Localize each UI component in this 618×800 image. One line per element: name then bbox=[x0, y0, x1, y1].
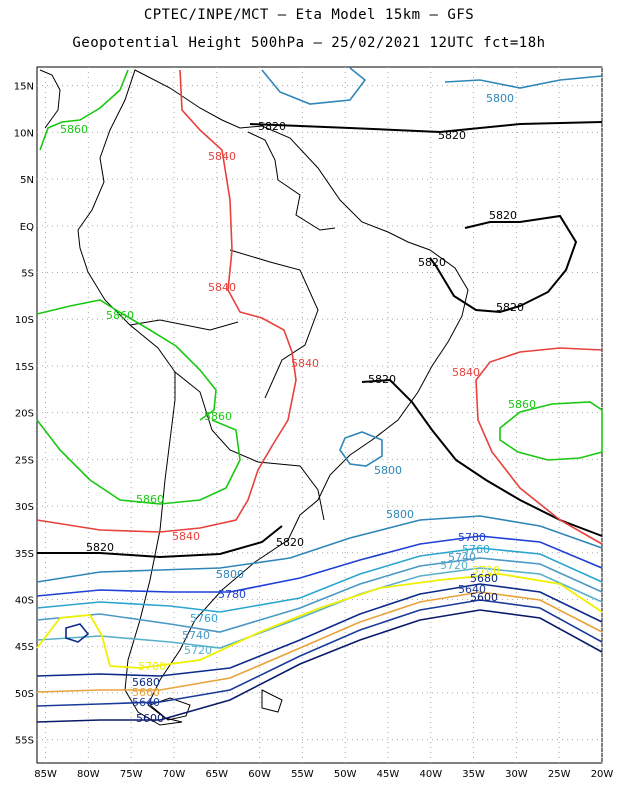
contour-label: 5760 bbox=[462, 543, 490, 556]
contour-label: 5780 bbox=[218, 588, 246, 601]
contour-label: 5840 bbox=[291, 357, 319, 370]
contour-label: 5680 bbox=[470, 572, 498, 585]
contour-label: 5840 bbox=[172, 530, 200, 543]
contour-5680 bbox=[36, 583, 603, 677]
lon-tick-label: 35W bbox=[462, 769, 485, 780]
contour-label: 5800 bbox=[216, 568, 244, 581]
contour-label: 5840 bbox=[208, 281, 236, 294]
contour-label: 5800 bbox=[374, 464, 402, 477]
contour-label: 5740 bbox=[448, 551, 476, 564]
lon-tick-label: 80W bbox=[77, 769, 100, 780]
contour-label: 5820 bbox=[86, 541, 114, 554]
lon-tick-label: 85W bbox=[34, 769, 57, 780]
lat-tick-label: 30S bbox=[15, 502, 34, 513]
map-title: CPTEC/INPE/MCT – Eta Model 15km – GFS bbox=[143, 7, 475, 23]
coastlines bbox=[39, 69, 469, 726]
lat-tick-label: 20S bbox=[15, 409, 34, 420]
contour-label: 5600 bbox=[470, 591, 498, 604]
contour-label: 5740 bbox=[182, 629, 210, 642]
lon-tick-label: 40W bbox=[419, 769, 442, 780]
contour-5800 bbox=[36, 67, 603, 583]
lon-tick-label: 55W bbox=[291, 769, 314, 780]
contour-label: 5700 bbox=[472, 564, 500, 577]
lon-tick-label: 65W bbox=[205, 769, 228, 780]
lat-tick-label: EQ bbox=[20, 222, 34, 233]
lon-tick-label: 75W bbox=[120, 769, 143, 780]
contour-label: 5820 bbox=[368, 373, 396, 386]
contour-5780 bbox=[36, 535, 603, 597]
contour-label: 5780 bbox=[458, 531, 486, 544]
contour-5600 bbox=[36, 609, 603, 723]
contour-5820 bbox=[37, 121, 603, 559]
lat-tick-label: 40S bbox=[15, 596, 34, 607]
axis-labels: 15N 10N 5N EQ 5S 10S 15S 20S 25S 30S 35S 40S 45S 50S 5… bbox=[14, 82, 614, 780]
contour-label: 5660 bbox=[132, 686, 160, 699]
lon-tick-label: 60W bbox=[248, 769, 271, 780]
lat-tick-label: 10S bbox=[15, 315, 34, 326]
map-subtitle: Geopotential Height 500hPa – 25/02/2021 … bbox=[72, 35, 546, 51]
contour-label: 5820 bbox=[418, 256, 446, 269]
contour-labels: 5820 5820 5820 5820 5820 5820 5820 5820 5840 5840… bbox=[60, 92, 536, 725]
lon-tick-label: 25W bbox=[548, 769, 571, 780]
contour-label: 5720 bbox=[184, 644, 212, 657]
lat-tick-label: 10N bbox=[14, 128, 34, 139]
contour-5640 bbox=[36, 599, 603, 707]
contour-label: 5820 bbox=[438, 129, 466, 142]
contour-label: 5840 bbox=[208, 150, 236, 163]
contour-label: 5840 bbox=[452, 366, 480, 379]
lat-tick-label: 55S bbox=[15, 736, 34, 747]
lat-tick-label: 5S bbox=[21, 269, 34, 280]
lon-tick-label: 45W bbox=[377, 769, 400, 780]
contour-label: 5640 bbox=[458, 583, 486, 596]
contour-label: 5860 bbox=[106, 309, 134, 322]
contour-label: 5820 bbox=[276, 536, 304, 549]
contour-5660 bbox=[36, 591, 603, 693]
contour-label: 5600 bbox=[136, 712, 164, 725]
lon-tick-label: 50W bbox=[334, 769, 357, 780]
contour-label: 5820 bbox=[489, 209, 517, 222]
contour-5720 bbox=[36, 567, 603, 649]
contour-5700 bbox=[36, 573, 603, 669]
contour-label: 5860 bbox=[508, 398, 536, 411]
contour-label: 5700 bbox=[138, 660, 166, 673]
contour-label: 5760 bbox=[190, 612, 218, 625]
contour-label: 5800 bbox=[386, 508, 414, 521]
contour-label: 5800 bbox=[486, 92, 514, 105]
lon-tick-label: 20W bbox=[591, 769, 614, 780]
lat-tick-label: 35S bbox=[15, 549, 34, 560]
contour-5840 bbox=[36, 69, 603, 545]
lat-tick-label: 5N bbox=[20, 175, 34, 186]
contour-label: 5860 bbox=[136, 493, 164, 506]
contour-label: 5860 bbox=[60, 123, 88, 136]
lon-tick-label: 70W bbox=[163, 769, 186, 780]
contour-label: 5640 bbox=[132, 696, 160, 709]
contour-label: 5720 bbox=[440, 559, 468, 572]
lat-tick-label: 45S bbox=[15, 642, 34, 653]
contour-label: 5820 bbox=[496, 301, 524, 314]
contour-label: 5820 bbox=[258, 120, 286, 133]
lat-tick-label: 15N bbox=[14, 82, 34, 93]
contour-5860 bbox=[36, 69, 603, 505]
lon-tick-label: 30W bbox=[505, 769, 528, 780]
contour-5760 bbox=[36, 547, 603, 613]
contour-5740 bbox=[36, 557, 603, 633]
lat-tick-label: 25S bbox=[15, 455, 34, 466]
lat-tick-label: 15S bbox=[15, 362, 34, 373]
contour-label: 5680 bbox=[132, 676, 160, 689]
contour-label: 5860 bbox=[204, 410, 232, 423]
lat-tick-label: 50S bbox=[15, 689, 34, 700]
